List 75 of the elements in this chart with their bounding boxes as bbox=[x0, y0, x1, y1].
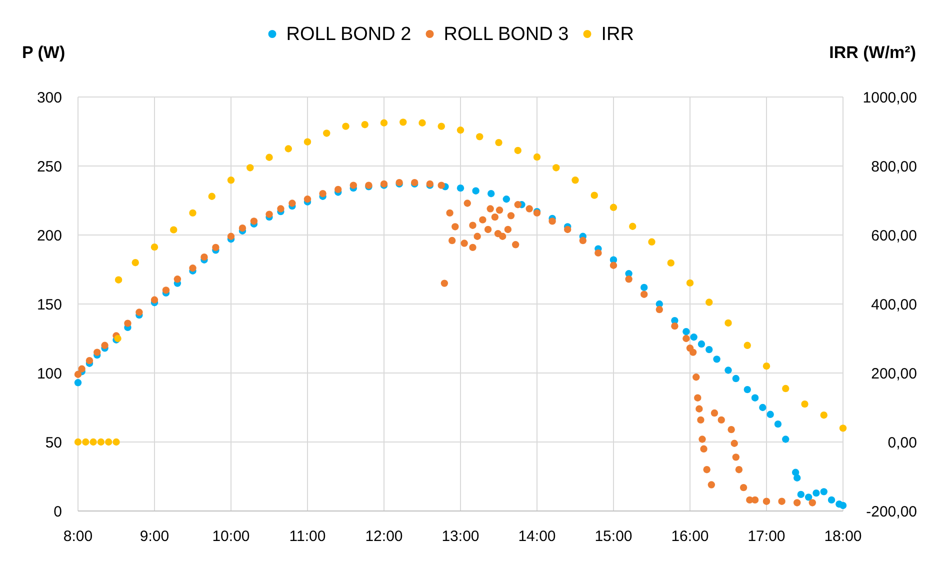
y2-axis-title: IRR (W/m²) bbox=[829, 43, 916, 62]
point bbox=[744, 342, 751, 349]
y-tick-label: 150 bbox=[36, 296, 62, 314]
point bbox=[361, 121, 368, 128]
point bbox=[132, 259, 139, 266]
y-tick-label: 0 bbox=[54, 503, 62, 520]
x-tick-label: 14:00 bbox=[518, 528, 556, 545]
x-tick-label: 18:00 bbox=[824, 528, 862, 545]
point bbox=[648, 238, 656, 246]
y-axis-title: P (W) bbox=[22, 43, 66, 62]
point bbox=[533, 153, 541, 161]
point bbox=[97, 438, 105, 446]
x-tick-label: 8:00 bbox=[63, 528, 93, 545]
point bbox=[552, 164, 560, 172]
y-tick-label: 200 bbox=[36, 227, 62, 244]
point bbox=[456, 126, 464, 134]
point bbox=[74, 438, 82, 446]
x-tick-label: 10:00 bbox=[212, 528, 250, 545]
y2-tick-label: 0,00 bbox=[888, 434, 917, 452]
point bbox=[284, 145, 292, 152]
point bbox=[495, 138, 502, 146]
point bbox=[90, 438, 97, 446]
point bbox=[820, 411, 828, 419]
point bbox=[323, 130, 330, 137]
point bbox=[686, 279, 694, 287]
point bbox=[476, 133, 484, 140]
legend-label: IRR bbox=[601, 24, 634, 45]
point bbox=[629, 222, 636, 230]
point bbox=[610, 204, 618, 211]
x-tick-label: 11:00 bbox=[289, 528, 326, 545]
y-tick-label: 100 bbox=[36, 365, 62, 382]
point bbox=[170, 226, 178, 234]
point bbox=[572, 176, 579, 184]
point bbox=[839, 424, 847, 432]
x-tick-label: 15:00 bbox=[594, 528, 632, 545]
y-tick-label: 250 bbox=[36, 158, 62, 176]
point bbox=[724, 319, 732, 327]
point bbox=[112, 438, 120, 446]
point bbox=[667, 259, 674, 267]
x-tick-label: 13:00 bbox=[442, 528, 480, 545]
y2-tick-label: -200,00 bbox=[866, 503, 917, 520]
point bbox=[380, 119, 388, 126]
point bbox=[114, 276, 122, 284]
point bbox=[782, 384, 790, 392]
point bbox=[266, 154, 273, 161]
point bbox=[208, 192, 216, 200]
y2-tick-label: 800,00 bbox=[871, 158, 917, 176]
y-tick-label: 50 bbox=[45, 434, 62, 452]
point bbox=[246, 164, 254, 172]
x-tick-label: 16:00 bbox=[671, 528, 709, 545]
point bbox=[82, 438, 90, 446]
point bbox=[105, 438, 112, 446]
legend-label: ROLL BOND 2 bbox=[286, 24, 412, 45]
point bbox=[418, 119, 426, 126]
point bbox=[762, 362, 770, 370]
point bbox=[150, 243, 158, 251]
point bbox=[514, 146, 522, 154]
point bbox=[227, 176, 235, 184]
point bbox=[304, 138, 312, 146]
x-tick-label: 9:00 bbox=[140, 528, 170, 545]
x-tick-label: 12:00 bbox=[365, 528, 403, 545]
y2-tick-label: 400,00 bbox=[871, 296, 917, 314]
legend-label: ROLL BOND 3 bbox=[444, 24, 569, 45]
point bbox=[590, 192, 598, 199]
point bbox=[342, 122, 350, 130]
point bbox=[400, 118, 407, 126]
point bbox=[438, 122, 445, 130]
point bbox=[189, 209, 196, 217]
point bbox=[801, 400, 808, 408]
point bbox=[706, 298, 713, 306]
y-tick-label: 300 bbox=[36, 89, 62, 106]
y2-tick-label: 600,00 bbox=[871, 227, 917, 244]
x-tick-label: 17:00 bbox=[748, 528, 786, 545]
y2-tick-label: 1000,00 bbox=[862, 89, 917, 106]
y2-tick-label: 200,00 bbox=[871, 365, 917, 382]
